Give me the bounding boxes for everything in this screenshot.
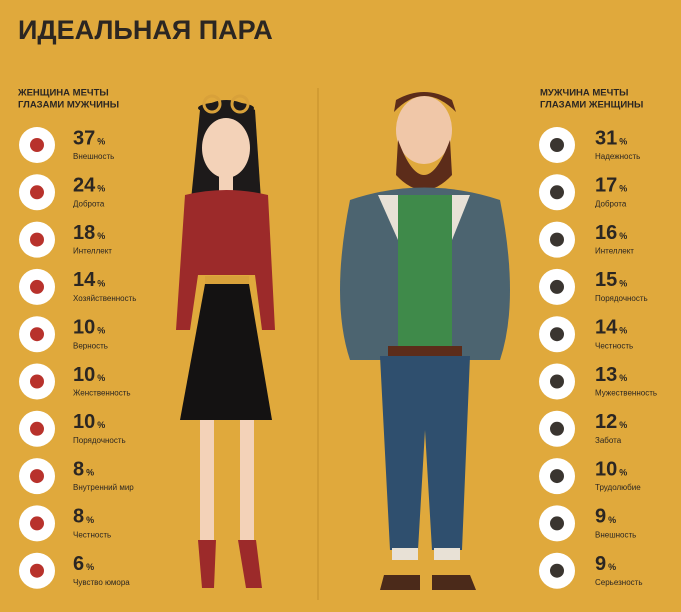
item-label: Интеллект [595, 247, 634, 256]
item-value: 10 [73, 364, 95, 386]
right-heading: МУЖЧИНА МЕЧТЫ [540, 88, 628, 99]
item-unit: % [619, 231, 627, 241]
item-value: 8 [73, 458, 84, 480]
item-value: 15 [595, 269, 617, 291]
item-value: 8 [73, 506, 84, 528]
item-label: Чувство юмора [73, 578, 130, 587]
item-unit: % [97, 136, 105, 146]
item-unit: % [86, 467, 94, 477]
item-icon-glyph [30, 516, 44, 531]
item-icon-glyph [550, 185, 564, 200]
item-unit: % [97, 420, 105, 430]
left-heading: ЖЕНЩИНА МЕЧТЫ [17, 88, 109, 99]
item-unit: % [608, 562, 616, 572]
item-value: 9 [595, 506, 606, 528]
item-value: 10 [73, 316, 95, 338]
item-label: Женственность [73, 389, 131, 398]
item-value: 17 [595, 175, 617, 197]
item-icon-glyph [550, 563, 564, 578]
item-value: 6 [73, 553, 84, 575]
item-value: 14 [595, 316, 618, 338]
item-value: 14 [73, 269, 96, 291]
item-icon-glyph [30, 469, 44, 484]
item-icon-glyph [550, 232, 564, 247]
item-value: 18 [73, 222, 95, 244]
item-label: Мужественность [595, 389, 657, 398]
item-label: Внешность [73, 152, 114, 161]
item-icon-glyph [30, 563, 44, 578]
right-heading: ГЛАЗАМИ ЖЕНЩИНЫ [540, 100, 643, 111]
item-unit: % [97, 326, 105, 336]
item-icon-glyph [550, 138, 564, 152]
item-icon-glyph [30, 138, 44, 152]
item-icon-glyph [30, 421, 44, 436]
item-icon-glyph [550, 421, 564, 436]
item-label: Доброта [595, 199, 627, 208]
item-label: Честность [73, 531, 111, 540]
item-icon-glyph [30, 232, 44, 247]
item-value: 10 [595, 458, 617, 480]
item-value: 37 [73, 127, 95, 149]
item-unit: % [608, 515, 616, 525]
item-icon-glyph [30, 279, 44, 294]
item-label: Доброта [73, 199, 105, 208]
item-icon-glyph [550, 327, 564, 342]
item-value: 16 [595, 222, 617, 244]
item-unit: % [619, 184, 627, 194]
item-icon-glyph [550, 279, 564, 294]
item-label: Внутренний мир [73, 483, 134, 492]
item-icon-glyph [30, 327, 44, 342]
item-value: 13 [595, 364, 617, 386]
item-icon-glyph [30, 374, 44, 389]
item-unit: % [619, 420, 627, 430]
item-label: Серьезность [595, 578, 642, 587]
item-unit: % [619, 467, 627, 477]
item-label: Надежность [595, 152, 640, 161]
item-value: 24 [73, 175, 96, 197]
item-unit: % [97, 184, 105, 194]
item-label: Порядочность [73, 436, 126, 445]
item-icon-glyph [550, 516, 564, 531]
item-unit: % [619, 136, 627, 146]
item-label: Внешность [595, 531, 636, 540]
left-heading: ГЛАЗАМИ МУЖЧИНЫ [18, 100, 119, 111]
item-unit: % [86, 562, 94, 572]
item-label: Честность [595, 341, 633, 350]
item-value: 9 [595, 553, 606, 575]
item-unit: % [97, 278, 105, 288]
item-unit: % [97, 231, 105, 241]
item-value: 12 [595, 411, 617, 433]
item-label: Интеллект [73, 247, 112, 256]
item-unit: % [86, 515, 94, 525]
item-label: Хозяйственность [73, 294, 136, 303]
item-label: Трудолюбие [595, 483, 641, 492]
item-unit: % [619, 373, 627, 383]
item-icon-glyph [550, 469, 564, 484]
item-icon-glyph [30, 185, 44, 200]
woman-figure [176, 94, 275, 588]
item-label: Забота [595, 436, 622, 445]
item-value: 10 [73, 411, 95, 433]
title: ИДЕАЛЬНАЯ ПАРА [18, 15, 273, 45]
item-label: Верность [73, 341, 108, 350]
item-label: Порядочность [595, 294, 648, 303]
item-unit: % [619, 278, 627, 288]
man-figure [340, 92, 510, 590]
item-icon-glyph [550, 374, 564, 389]
item-value: 31 [595, 127, 617, 149]
item-unit: % [619, 326, 627, 336]
item-unit: % [97, 373, 105, 383]
